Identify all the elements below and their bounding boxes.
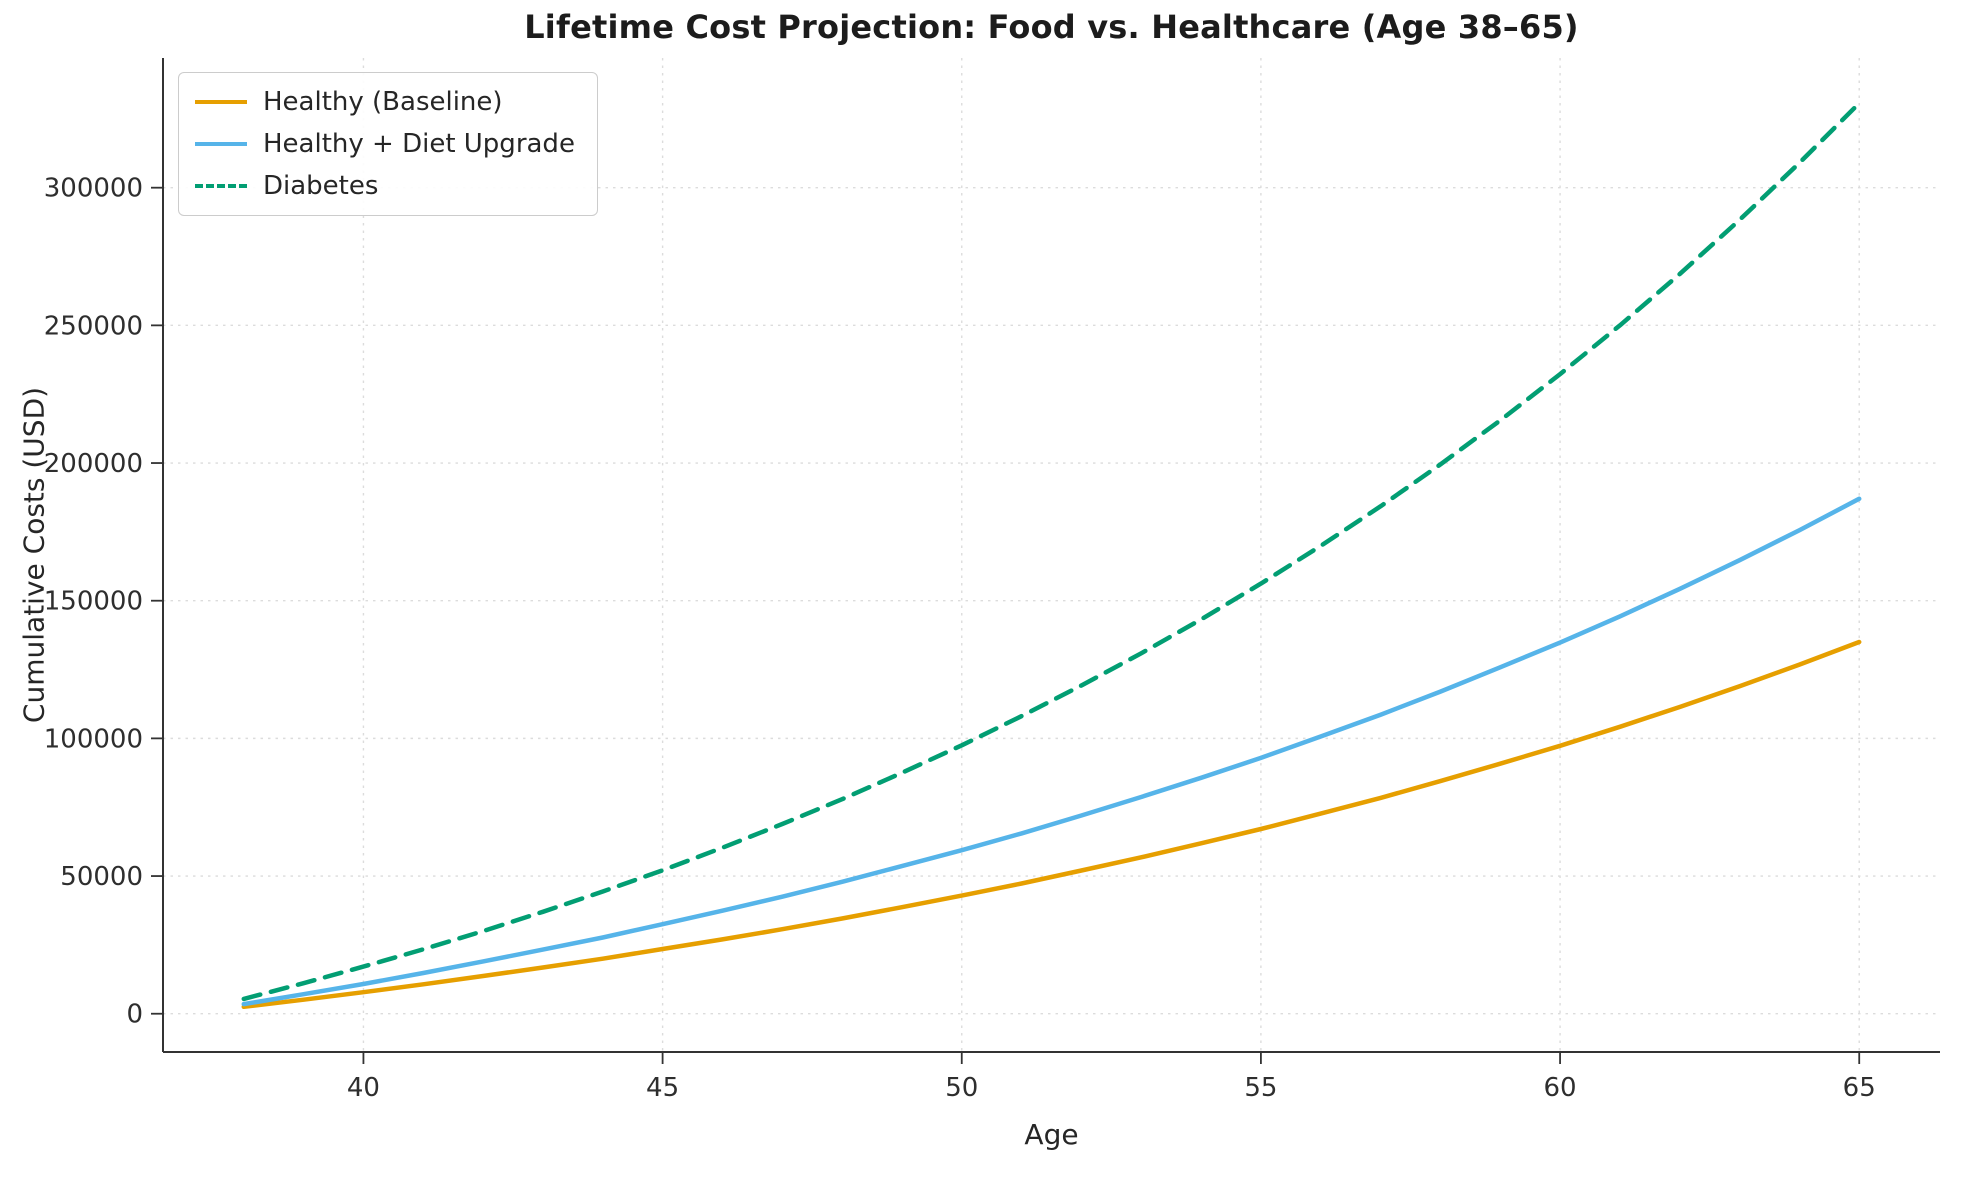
legend-item-diabetes: Diabetes [195,171,575,201]
x-axis-label: Age [1024,1118,1079,1151]
legend-line-sample-healthy-baseline [195,100,247,104]
legend-label-diabetes: Diabetes [263,171,379,201]
series-line-0 [241,639,1862,1010]
x-tick-label: 40 [347,1073,380,1103]
x-tick-label: 50 [945,1073,978,1103]
series-line-1 [241,496,1862,1007]
y-tick-label: 100000 [44,724,143,754]
y-tick-label: 50000 [60,862,143,892]
y-tick-label: 300000 [44,174,143,204]
legend-item-healthy-baseline: Healthy (Baseline) [195,87,575,117]
x-tick-label: 45 [646,1073,679,1103]
chart-title: Lifetime Cost Projection: Food vs. Healt… [524,8,1579,46]
legend-label-healthy-baseline: Healthy (Baseline) [263,87,503,117]
y-tick-label: 0 [126,1000,143,1030]
y-tick-label: 150000 [44,587,143,617]
x-tick-label: 65 [1843,1073,1876,1103]
legend-item-diet-upgrade: Healthy + Diet Upgrade [195,129,575,159]
y-axis-label: Cumulative Costs (USD) [17,386,51,724]
x-tick-label: 60 [1544,1073,1577,1103]
y-tick-label: 200000 [44,449,143,479]
legend-label-diet-upgrade: Healthy + Diet Upgrade [263,129,575,159]
legend: Healthy (Baseline) Healthy + Diet Upgrad… [178,72,598,216]
series-line-2 [241,100,1862,1002]
y-tick-label: 250000 [44,311,143,341]
legend-line-sample-diabetes [195,184,247,188]
x-tick-label: 55 [1244,1073,1277,1103]
legend-line-sample-diet-upgrade [195,142,247,146]
